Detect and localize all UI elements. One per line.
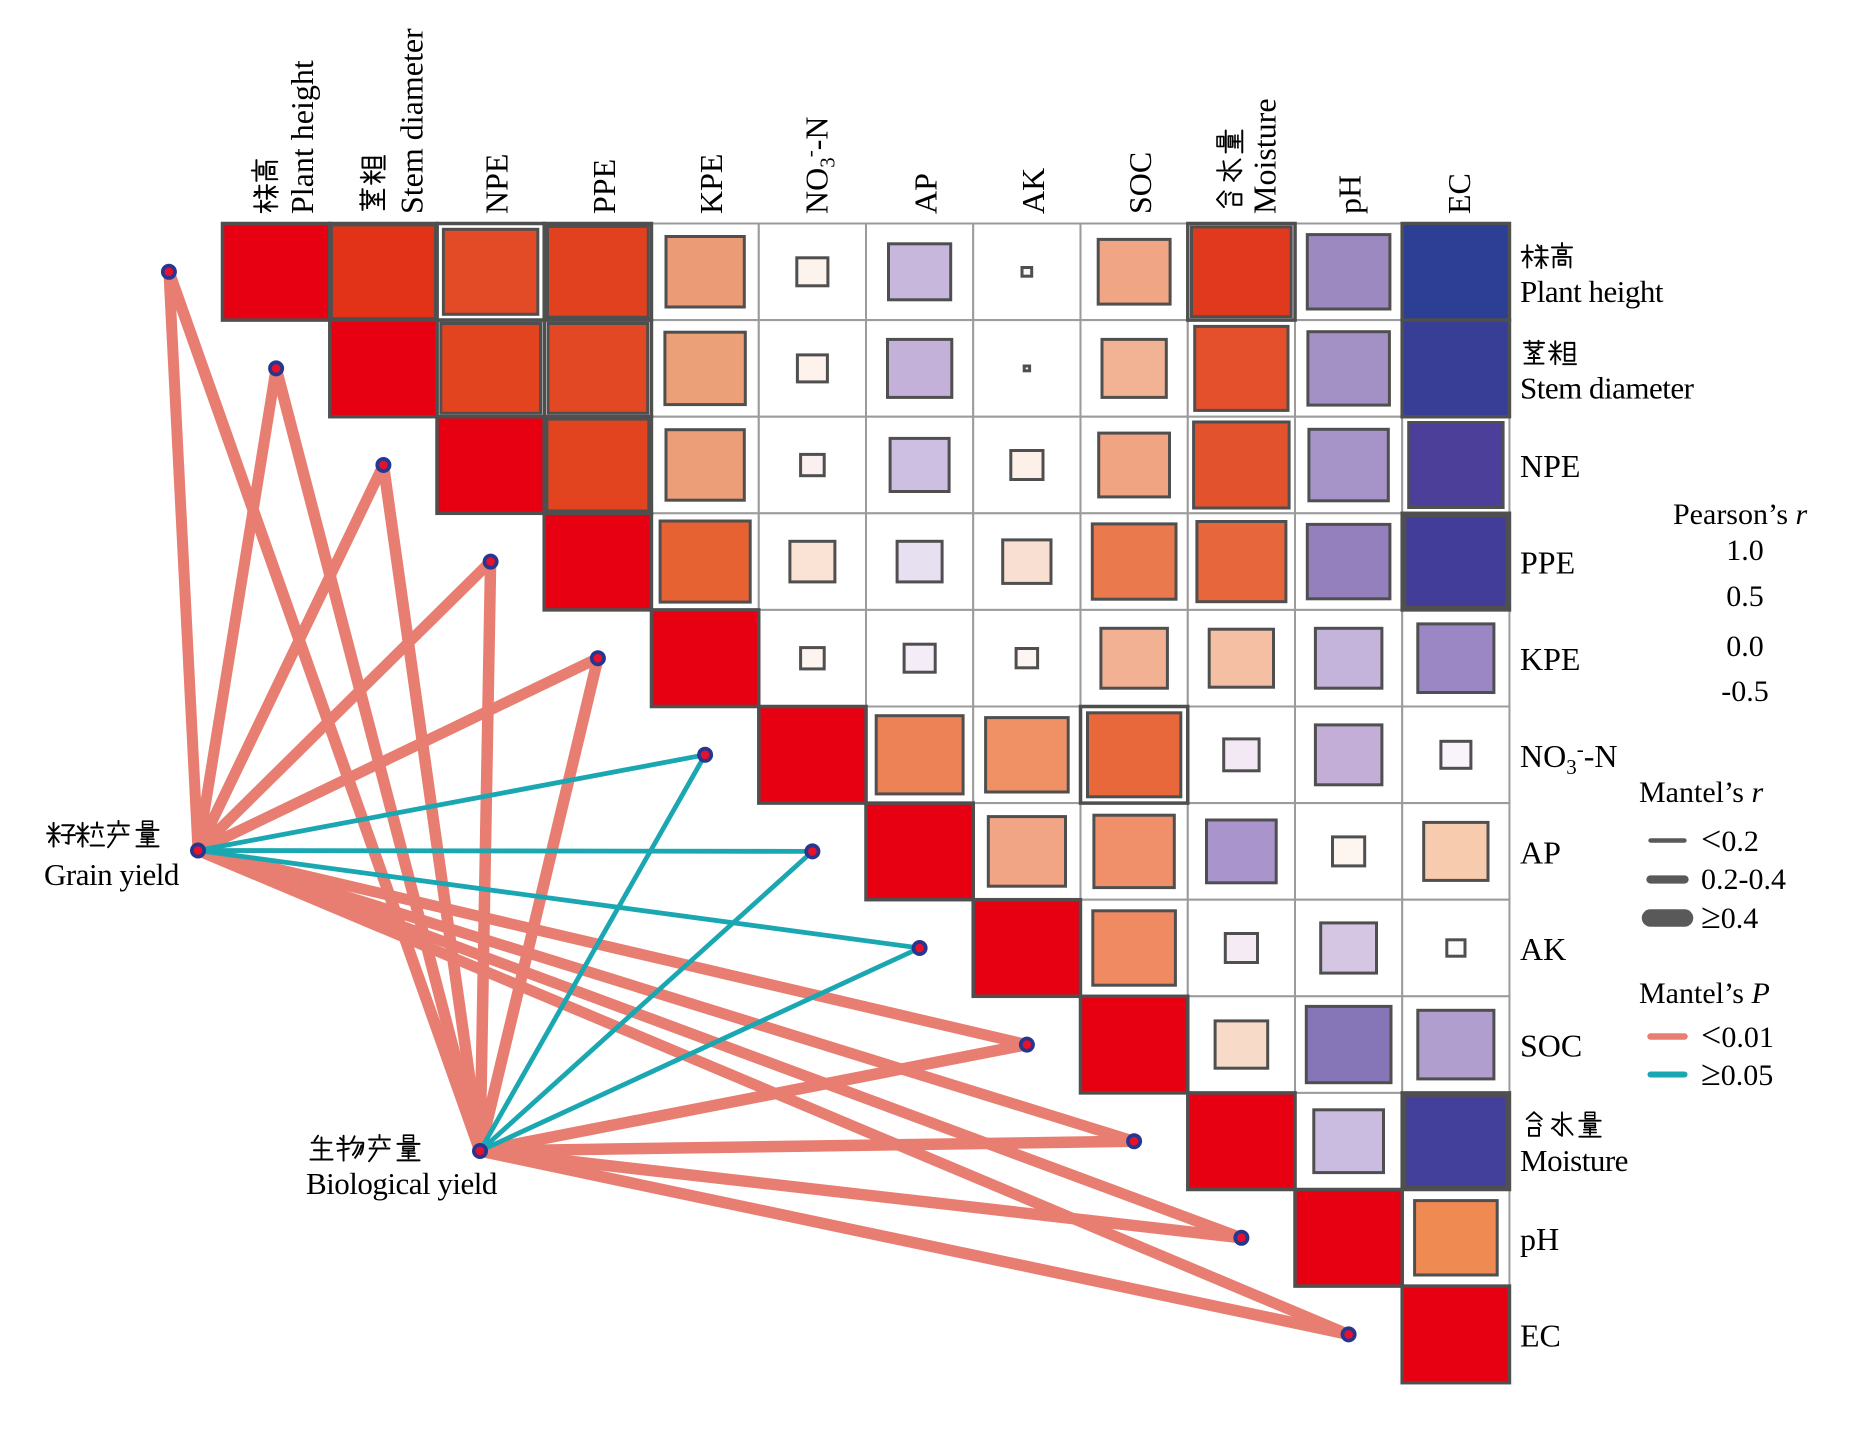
svg-text:Plant height: Plant height: [1520, 274, 1664, 309]
svg-text:Biological yield: Biological yield: [306, 1166, 498, 1201]
svg-text:≥0.05: ≥0.05: [1701, 1053, 1773, 1093]
svg-text:Grain yield: Grain yield: [44, 857, 180, 892]
svg-text:<0.01: <0.01: [1701, 1015, 1774, 1055]
svg-text:Stem diameter: Stem diameter: [393, 28, 429, 214]
svg-text:0.5: 0.5: [1726, 580, 1764, 613]
svg-text:EC: EC: [1441, 173, 1477, 214]
svg-text:AK: AK: [1015, 168, 1051, 214]
svg-text:SOC: SOC: [1520, 1028, 1582, 1064]
svg-text:Mantel’s P: Mantel’s P: [1639, 977, 1770, 1010]
svg-text:AK: AK: [1520, 931, 1566, 967]
svg-text:0.0: 0.0: [1726, 630, 1764, 663]
svg-text:≥0.4: ≥0.4: [1701, 896, 1758, 936]
svg-text:EC: EC: [1520, 1317, 1561, 1353]
svg-text:Moisture: Moisture: [1520, 1143, 1628, 1178]
svg-text:-0.5: -0.5: [1721, 675, 1769, 708]
svg-text:AP: AP: [908, 173, 944, 214]
svg-text:AP: AP: [1520, 834, 1561, 870]
svg-text:Mantel’s r: Mantel’s r: [1639, 776, 1764, 809]
svg-text:Stem diameter: Stem diameter: [1520, 370, 1695, 405]
svg-text:Moisture: Moisture: [1246, 98, 1282, 214]
svg-text:KPE: KPE: [1520, 641, 1580, 677]
svg-text:pH: pH: [1332, 175, 1368, 214]
svg-text:pH: pH: [1520, 1221, 1559, 1257]
svg-text:<0.2: <0.2: [1701, 819, 1759, 859]
svg-text:Plant height: Plant height: [284, 60, 320, 214]
svg-text:0.2-0.4: 0.2-0.4: [1701, 863, 1786, 896]
svg-text:PPE: PPE: [586, 159, 622, 214]
svg-text:NPE: NPE: [479, 154, 515, 214]
svg-text:PPE: PPE: [1520, 545, 1575, 581]
svg-text:Pearson’s r: Pearson’s r: [1673, 498, 1808, 531]
svg-text:SOC: SOC: [1122, 152, 1158, 214]
svg-text:1.0: 1.0: [1726, 534, 1764, 567]
svg-text:NPE: NPE: [1520, 448, 1580, 484]
svg-text:KPE: KPE: [693, 154, 729, 214]
